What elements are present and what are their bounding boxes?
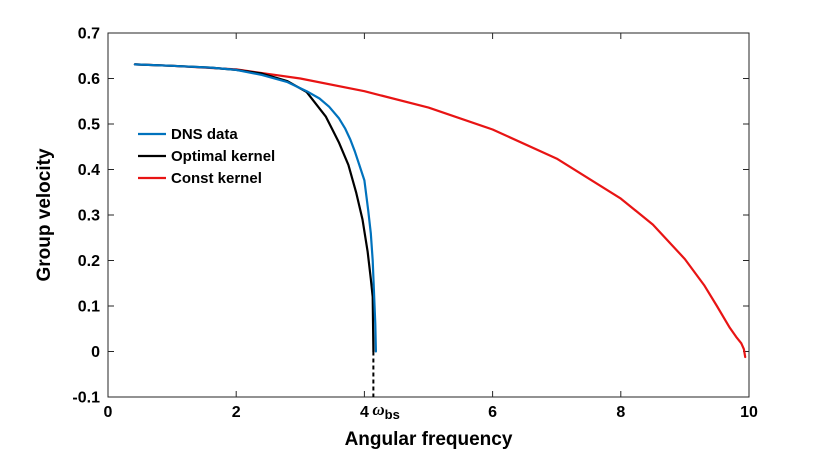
x-axis-title: Angular frequency	[345, 429, 513, 450]
x-tick-label: 8	[616, 404, 625, 421]
y-tick-label: 0.2	[78, 253, 100, 270]
x-tick-label: 0	[104, 404, 113, 421]
legend-label-dns-data: DNS data	[171, 126, 238, 143]
y-tick-label: 0	[91, 344, 100, 361]
x-tick-label: 6	[488, 404, 497, 421]
legend-label-const-kernel: Const kernel	[171, 170, 262, 187]
plot-area	[107, 32, 750, 398]
x-tick-label: 10	[740, 404, 758, 421]
y-tick-label: -0.1	[72, 390, 100, 407]
tick-group	[107, 32, 750, 398]
series-line-dns-data	[133, 63, 377, 353]
x-tick-label: 4	[360, 404, 369, 421]
tick-label-group: 0 2 4 6 8 10-0.100.10.20.30.40.50.60.7	[72, 26, 758, 422]
legend: DNS data Optimal kernel Const kernel	[138, 126, 275, 187]
y-axis-title: Group velocity	[34, 148, 55, 281]
series-line-const-kernel	[133, 63, 747, 359]
legend-label-optimal-kernel: Optimal kernel	[171, 148, 275, 165]
y-tick-label: 0.1	[78, 299, 100, 316]
series-layer	[133, 63, 747, 359]
y-tick-label: 0.3	[78, 208, 100, 225]
y-tick-label: 0.6	[78, 71, 100, 88]
x-tick-label: 2	[232, 404, 241, 421]
y-tick-label: 0.4	[78, 162, 100, 179]
y-tick-label: 0.5	[78, 117, 100, 134]
y-tick-label: 0.7	[78, 26, 100, 43]
omega-bs-label: ωbs	[372, 400, 399, 422]
